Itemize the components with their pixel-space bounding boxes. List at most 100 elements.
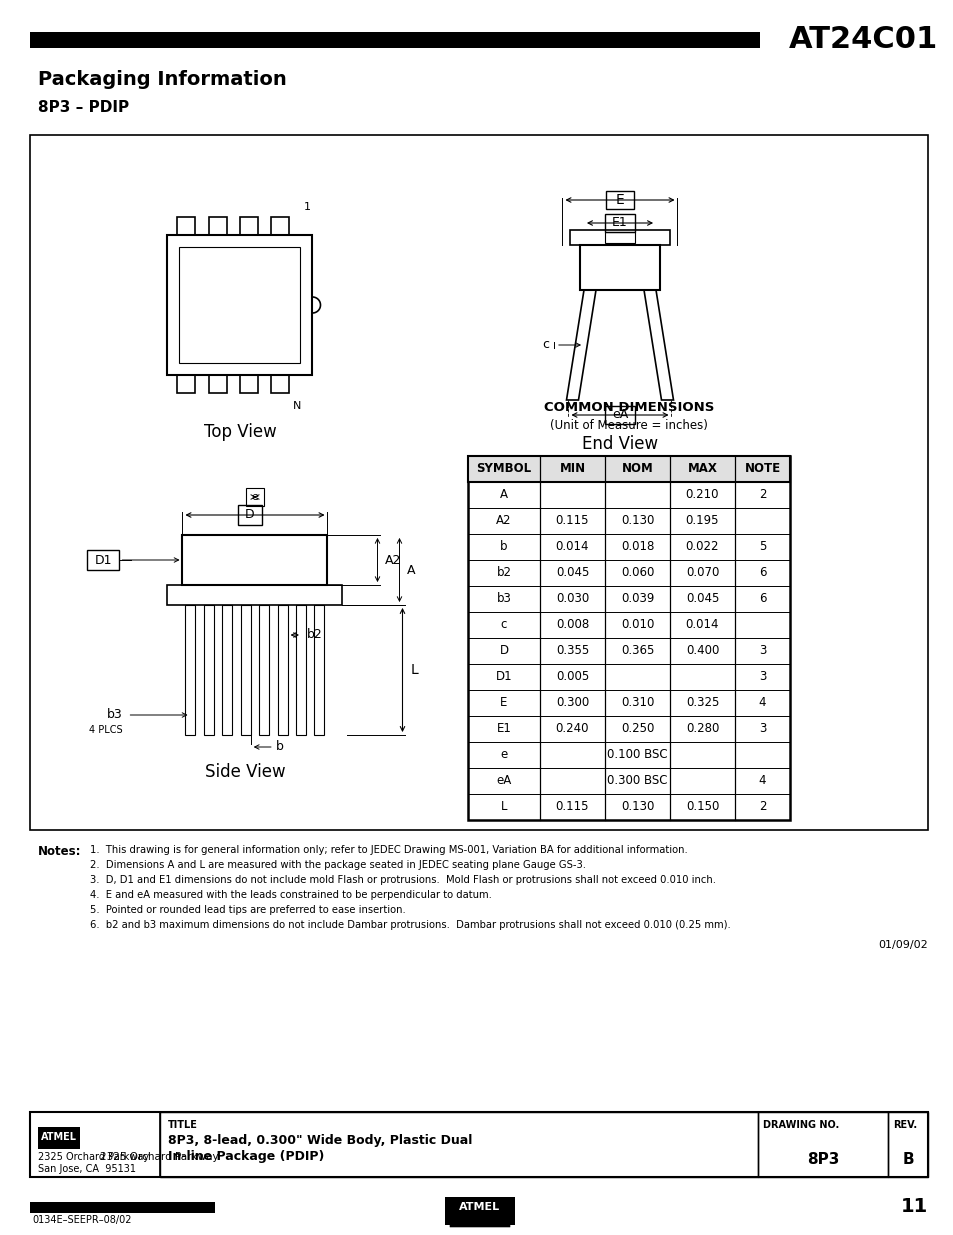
Bar <box>30 135 927 830</box>
Bar <box>209 375 227 393</box>
Text: B: B <box>902 1151 913 1167</box>
Bar <box>237 505 262 525</box>
Text: A2: A2 <box>384 553 400 567</box>
Text: 8P3, 8-lead, 0.300" Wide Body, Plastic Dual: 8P3, 8-lead, 0.300" Wide Body, Plastic D… <box>168 1134 472 1147</box>
Text: MIN: MIN <box>558 462 585 475</box>
Text: 0.240: 0.240 <box>556 722 589 736</box>
Bar <box>444 1197 515 1225</box>
Bar <box>604 214 635 232</box>
Text: 5: 5 <box>758 541 765 553</box>
Text: TITLE: TITLE <box>168 1120 197 1130</box>
Bar <box>295 605 306 735</box>
Text: E1: E1 <box>497 722 511 736</box>
Text: 0.325: 0.325 <box>685 697 719 709</box>
Bar <box>271 217 289 235</box>
Text: 4.  E and eA measured with the leads constrained to be perpendicular to datum.: 4. E and eA measured with the leads cons… <box>90 890 492 900</box>
Bar <box>604 232 635 243</box>
Text: 0.310: 0.310 <box>620 697 654 709</box>
Text: 0.195: 0.195 <box>685 515 719 527</box>
Bar <box>240 605 251 735</box>
Bar <box>240 217 257 235</box>
Text: E1: E1 <box>612 216 627 230</box>
Bar <box>30 32 760 48</box>
Text: Notes:: Notes: <box>38 845 81 858</box>
Text: AT24C01: AT24C01 <box>788 26 937 54</box>
Text: 0.300: 0.300 <box>556 697 589 709</box>
Text: 6.  b2 and b3 maximum dimensions do not include Dambar protrusions.  Dambar prot: 6. b2 and b3 maximum dimensions do not i… <box>90 920 730 930</box>
Text: e: e <box>252 492 258 501</box>
Text: N: N <box>293 401 301 411</box>
Text: 0.045: 0.045 <box>556 567 589 579</box>
Text: ATMEL: ATMEL <box>41 1132 77 1142</box>
Text: 3: 3 <box>758 671 765 683</box>
Bar <box>30 1112 927 1177</box>
Text: eA: eA <box>611 409 627 421</box>
Text: 4: 4 <box>758 774 765 788</box>
Text: D: D <box>245 509 254 521</box>
Text: 0.355: 0.355 <box>556 645 589 657</box>
Text: NOM: NOM <box>621 462 653 475</box>
Text: 4: 4 <box>758 697 765 709</box>
Bar <box>579 245 659 290</box>
Text: D1: D1 <box>94 553 112 567</box>
Text: 1.  This drawing is for general information only; refer to JEDEC Drawing MS-001,: 1. This drawing is for general informati… <box>90 845 687 855</box>
Bar <box>30 1202 214 1213</box>
Text: 8P3 – PDIP: 8P3 – PDIP <box>38 100 129 115</box>
Text: 5.  Pointed or rounded lead tips are preferred to ease insertion.: 5. Pointed or rounded lead tips are pref… <box>90 905 405 915</box>
Bar <box>88 550 119 571</box>
Text: 3.  D, D1 and E1 dimensions do not include mold Flash or protrusions.  Mold Flas: 3. D, D1 and E1 dimensions do not includ… <box>90 876 716 885</box>
Text: 0.030: 0.030 <box>556 593 589 605</box>
Bar <box>185 605 195 735</box>
Text: 0.130: 0.130 <box>620 800 654 814</box>
Text: E: E <box>499 697 507 709</box>
Text: b2: b2 <box>307 629 322 641</box>
Text: 0.280: 0.280 <box>685 722 719 736</box>
Bar <box>259 605 269 735</box>
Text: E: E <box>615 193 623 207</box>
Text: Packaging Information: Packaging Information <box>38 70 287 89</box>
Text: NOTE: NOTE <box>743 462 780 475</box>
Text: 6: 6 <box>758 567 765 579</box>
Bar <box>179 247 300 363</box>
Text: 0.018: 0.018 <box>620 541 654 553</box>
Text: 0.400: 0.400 <box>685 645 719 657</box>
Bar <box>277 605 288 735</box>
Text: 0134E–SEEPR–08/02: 0134E–SEEPR–08/02 <box>32 1215 132 1225</box>
Text: 0.008: 0.008 <box>556 619 589 631</box>
Text: REV.: REV. <box>892 1120 916 1130</box>
Polygon shape <box>444 1197 515 1225</box>
Bar <box>182 535 327 585</box>
Text: L: L <box>410 663 417 677</box>
Text: D: D <box>499 645 508 657</box>
Text: Top View: Top View <box>203 424 276 441</box>
Bar <box>168 235 313 375</box>
Text: SYMBOL: SYMBOL <box>476 462 531 475</box>
FancyBboxPatch shape <box>449 1221 510 1228</box>
Bar <box>604 406 635 424</box>
Text: 0.100 BSC: 0.100 BSC <box>606 748 667 762</box>
Bar <box>209 217 227 235</box>
Text: 2325 Orchard Parkway: 2325 Orchard Parkway <box>38 1152 149 1162</box>
Text: 0.070: 0.070 <box>685 567 719 579</box>
Bar <box>758 1112 887 1177</box>
Polygon shape <box>38 1135 80 1149</box>
Text: In-line Package (PDIP): In-line Package (PDIP) <box>168 1150 324 1163</box>
Text: A: A <box>499 489 507 501</box>
Text: b2: b2 <box>496 567 511 579</box>
Text: End View: End View <box>581 435 658 453</box>
Bar <box>314 605 324 735</box>
Text: 8P3: 8P3 <box>806 1151 839 1167</box>
Text: b: b <box>275 741 283 753</box>
Bar <box>569 230 669 245</box>
Bar <box>30 1112 160 1177</box>
Text: 2325 Orchard Parkway: 2325 Orchard Parkway <box>100 1152 218 1162</box>
Text: 2: 2 <box>758 800 765 814</box>
Text: (Unit of Measure = inches): (Unit of Measure = inches) <box>550 419 707 432</box>
Text: c: c <box>541 338 548 352</box>
Bar <box>271 375 289 393</box>
Text: 01/09/02: 01/09/02 <box>878 940 927 950</box>
Text: San Jose, CA  95131: San Jose, CA 95131 <box>38 1165 136 1174</box>
Text: 0.014: 0.014 <box>556 541 589 553</box>
Bar <box>222 605 233 735</box>
Text: 0.010: 0.010 <box>620 619 654 631</box>
